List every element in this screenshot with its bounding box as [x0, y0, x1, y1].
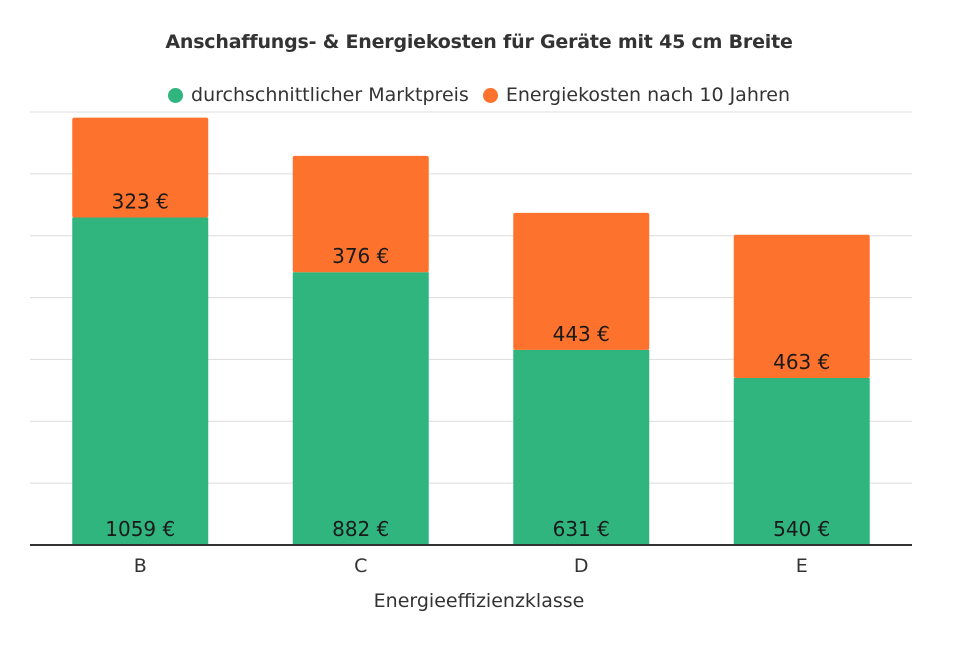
- bar-energiekosten-E: [733, 234, 870, 378]
- data-label: 631 €: [553, 517, 610, 541]
- x-tick-label: D: [574, 555, 589, 577]
- data-label: 323 €: [112, 189, 169, 213]
- legend-label: durchschnittlicher Marktpreis: [191, 84, 469, 106]
- legend-item-energiekosten[interactable]: Energiekosten nach 10 Jahren: [482, 84, 790, 106]
- data-label: 882 €: [332, 517, 389, 541]
- x-tick-label: C: [354, 555, 367, 577]
- bar-marktpreis-C: [292, 272, 429, 545]
- data-label: 376 €: [332, 244, 389, 268]
- data-label: 540 €: [773, 517, 830, 541]
- bar-marktpreis-E: [733, 377, 870, 545]
- data-label: 1059 €: [105, 517, 175, 541]
- data-label: 443 €: [553, 322, 610, 346]
- bar-energiekosten-C: [292, 155, 429, 273]
- bar-marktpreis-D: [513, 349, 650, 545]
- legend: durchschnittlicher Marktpreis Energiekos…: [0, 84, 958, 106]
- legend-marker-orange: [482, 87, 498, 103]
- x-axis-title: Energieeffizienzklasse: [373, 590, 585, 612]
- x-tick-label: B: [134, 555, 147, 577]
- bar-energiekosten-B: [72, 117, 209, 218]
- bar-energiekosten-D: [513, 212, 650, 350]
- data-label: 463 €: [773, 350, 830, 374]
- chart-title: Anschaffungs- & Energiekosten für Geräte…: [165, 31, 793, 53]
- legend-item-marktpreis[interactable]: durchschnittlicher Marktpreis: [168, 84, 469, 106]
- legend-label: Energiekosten nach 10 Jahren: [505, 84, 790, 106]
- bar-marktpreis-B: [72, 217, 209, 545]
- legend-marker-green: [168, 87, 184, 103]
- x-tick-label: E: [796, 555, 808, 577]
